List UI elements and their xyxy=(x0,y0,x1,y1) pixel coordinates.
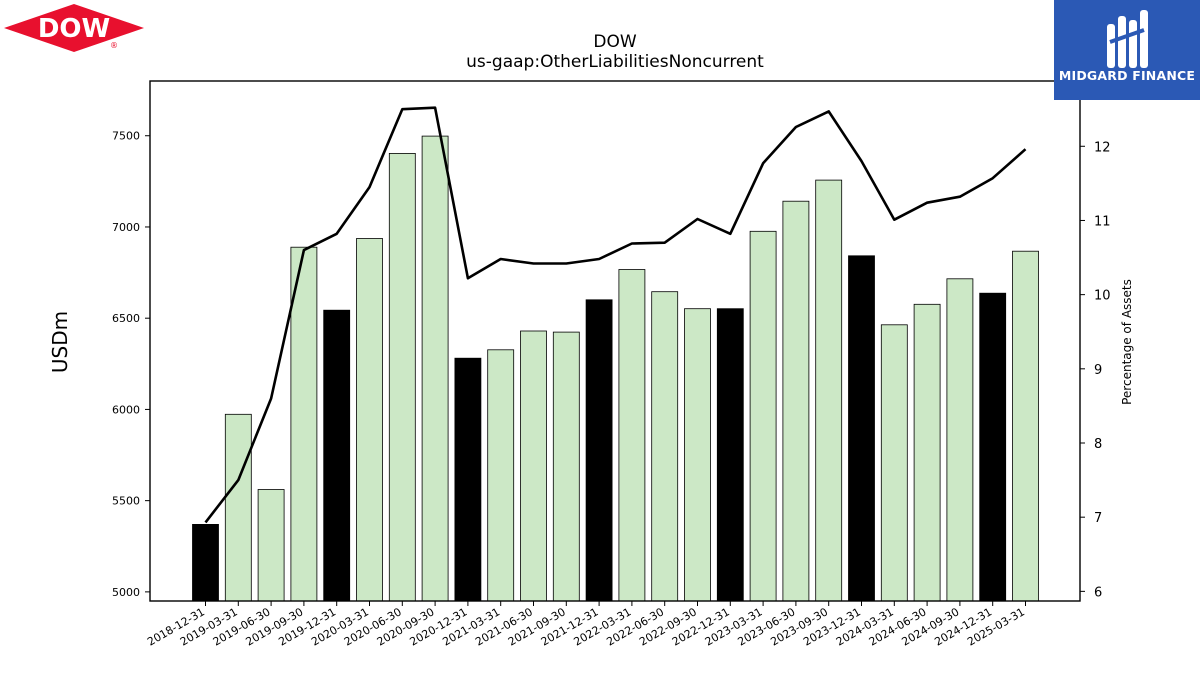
bar xyxy=(1012,250,1039,602)
y2-tick-label: 12 xyxy=(1094,140,1111,155)
midgard-logo-mark-icon xyxy=(1054,0,1200,100)
bar xyxy=(388,152,416,602)
bar xyxy=(552,331,580,602)
chart-title: DOW xyxy=(593,32,637,52)
plot-frame xyxy=(149,80,1081,602)
series-line xyxy=(204,106,1027,524)
bar xyxy=(651,291,679,602)
bar xyxy=(749,230,777,602)
y2-tick-label: 6 xyxy=(1094,585,1102,600)
bar xyxy=(913,303,941,602)
bar xyxy=(356,238,383,602)
bar xyxy=(224,413,252,602)
y-tick-label: 5500 xyxy=(112,495,140,508)
bar xyxy=(782,200,810,602)
y-tick-label: 6500 xyxy=(112,312,140,325)
bar xyxy=(520,330,547,602)
bar xyxy=(716,308,744,602)
bar xyxy=(684,308,711,602)
bar xyxy=(257,489,285,602)
bar xyxy=(618,269,646,602)
svg-text:DOW: DOW xyxy=(38,14,110,44)
bar xyxy=(290,246,318,602)
bar xyxy=(585,299,613,602)
y-tick-label: 6000 xyxy=(112,403,140,416)
midgard-finance-name: MIDGARD FINANCE xyxy=(1058,68,1196,83)
y2-tick-label: 11 xyxy=(1094,214,1111,229)
bar xyxy=(946,278,974,602)
bar xyxy=(880,324,908,602)
dow-logo: DOW ® xyxy=(4,4,144,52)
bar xyxy=(323,309,351,602)
y2-tick-label: 9 xyxy=(1094,363,1102,378)
y2-axis-label: Percentage of Assets xyxy=(1120,279,1134,405)
midgard-finance-logo: MIDGARD FINANCE xyxy=(1054,0,1200,100)
svg-text:®: ® xyxy=(110,41,118,50)
bar xyxy=(454,357,482,602)
y-tick-label: 5000 xyxy=(112,586,140,599)
bar xyxy=(421,135,449,602)
y2-tick-label: 10 xyxy=(1094,289,1111,304)
y-tick-label: 7500 xyxy=(112,130,140,143)
y2-tick-label: 8 xyxy=(1094,437,1102,452)
chart-subtitle: us-gaap:OtherLiabilitiesNoncurrent xyxy=(466,52,764,72)
bar xyxy=(979,292,1007,602)
y-axis-label: USDm xyxy=(48,310,72,374)
bar xyxy=(815,179,843,602)
y2-tick-label: 7 xyxy=(1094,511,1102,526)
bar xyxy=(192,524,219,602)
bar xyxy=(487,349,515,602)
y-tick-label: 7000 xyxy=(112,221,140,234)
bar xyxy=(848,255,875,602)
